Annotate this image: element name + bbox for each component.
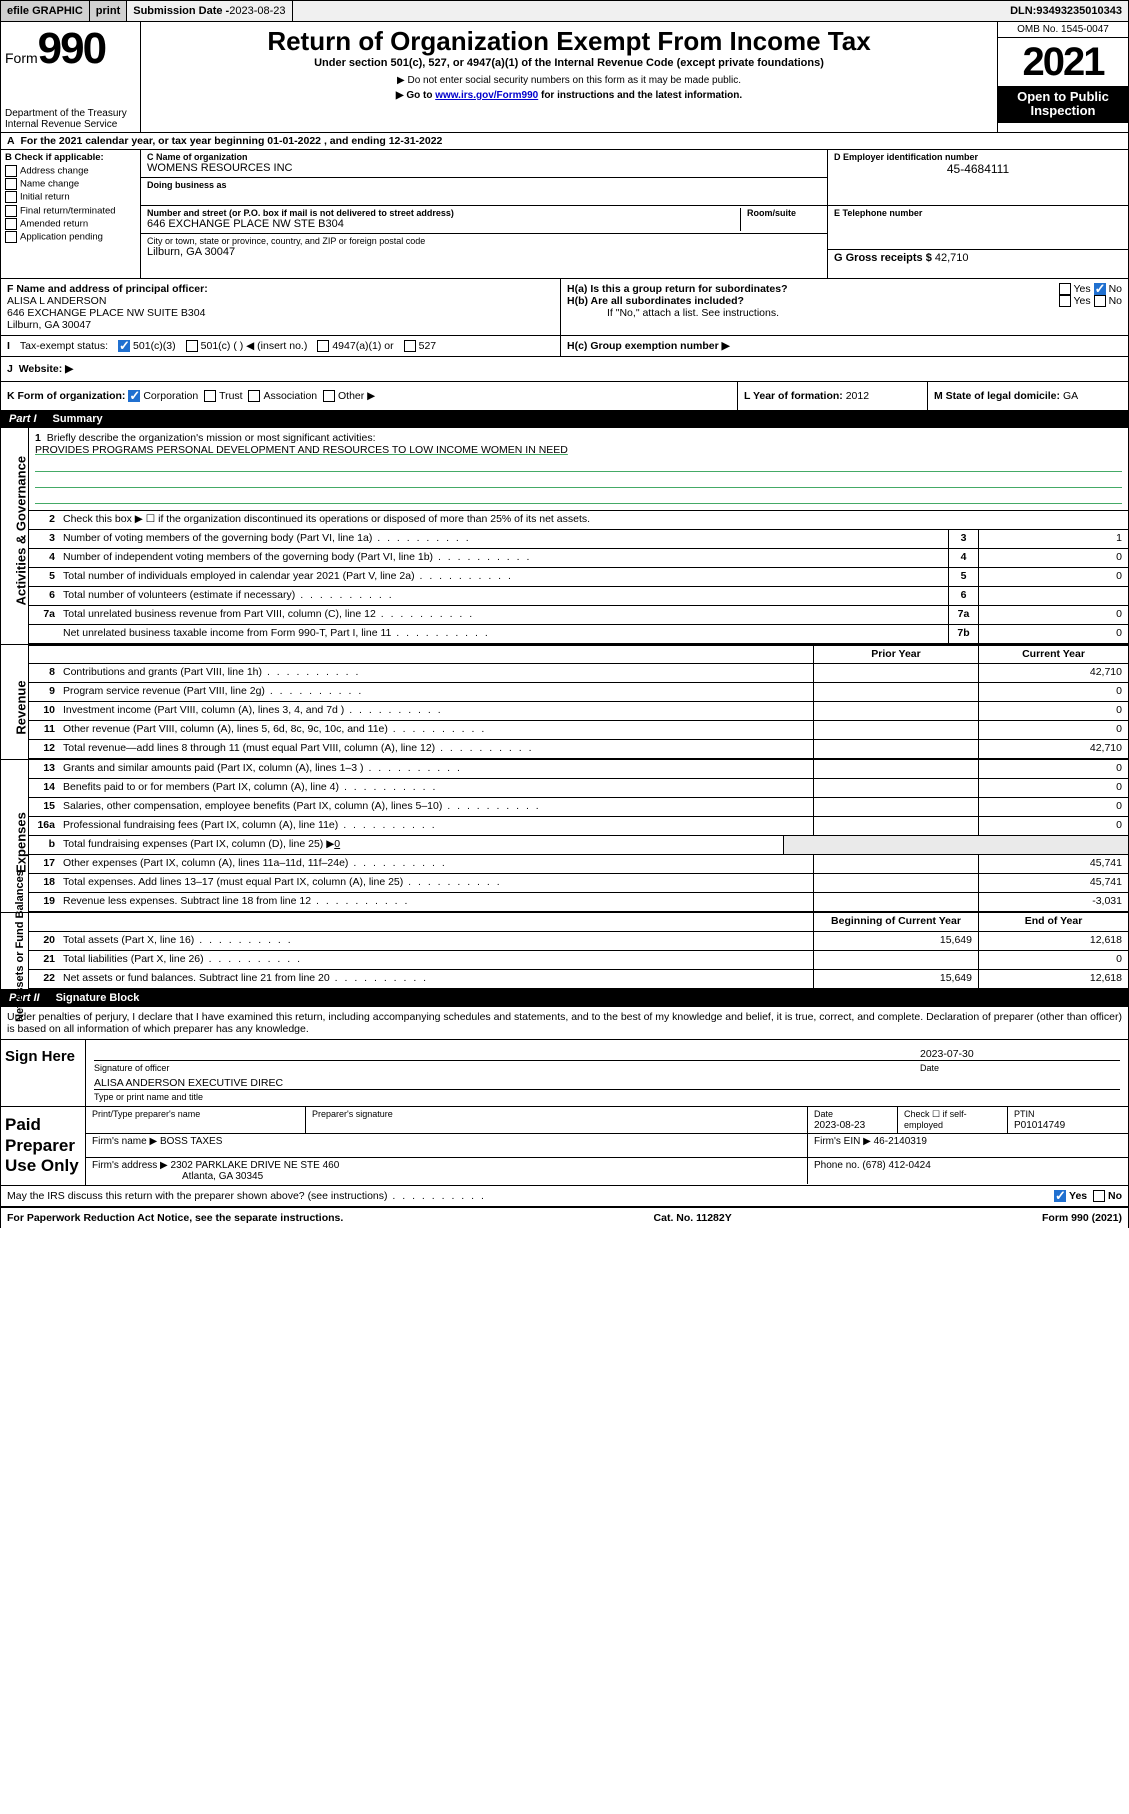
- line-18: 18Total expenses. Add lines 13–17 (must …: [29, 874, 1128, 893]
- chk-name-change[interactable]: [5, 178, 17, 190]
- line-6: 6Total number of volunteers (estimate if…: [29, 587, 1128, 606]
- perjury-declaration: Under penalties of perjury, I declare th…: [1, 1007, 1128, 1040]
- col-b-checkboxes: B Check if applicable: Address change Na…: [1, 150, 141, 278]
- officer-name: ALISA L ANDERSON: [7, 295, 106, 307]
- state-domicile: GA: [1063, 390, 1078, 402]
- chk-application-pending[interactable]: [5, 231, 17, 243]
- line-16a: 16aProfessional fundraising fees (Part I…: [29, 817, 1128, 836]
- chk-4947[interactable]: [317, 340, 329, 352]
- hb-yes[interactable]: [1059, 295, 1071, 307]
- form-number: Form990: [5, 24, 136, 74]
- col-de: D Employer identification number 45-4684…: [828, 150, 1128, 278]
- top-toolbar: efile GRAPHIC print Submission Date - 20…: [0, 0, 1129, 22]
- line-3: 3Number of voting members of the governi…: [29, 530, 1128, 549]
- print-button[interactable]: print: [90, 1, 127, 21]
- submission-date: Submission Date - 2023-08-23: [127, 1, 292, 21]
- line-17: 17Other expenses (Part IX, column (A), l…: [29, 855, 1128, 874]
- return-title: Return of Organization Exempt From Incom…: [149, 26, 989, 57]
- ha-yes[interactable]: [1059, 283, 1071, 295]
- chk-other[interactable]: [323, 390, 335, 402]
- irs-link[interactable]: www.irs.gov/Form990: [435, 90, 538, 101]
- chk-address-change[interactable]: [5, 165, 17, 177]
- chk-initial-return[interactable]: [5, 191, 17, 203]
- line-14: 14Benefits paid to or for members (Part …: [29, 779, 1128, 798]
- section-revenue: Revenue Prior Year Current Year 8Contrib…: [1, 645, 1128, 760]
- page-footer: For Paperwork Reduction Act Notice, see …: [1, 1207, 1128, 1228]
- line-10: 10Investment income (Part VIII, column (…: [29, 702, 1128, 721]
- org-street: 646 EXCHANGE PLACE NW STE B304: [147, 218, 734, 230]
- section-governance: Activities & Governance 1 Briefly descri…: [1, 428, 1128, 645]
- officer-printed-name: ALISA ANDERSON EXECUTIVE DIREC: [94, 1077, 1120, 1089]
- ein: 45-4684111: [834, 162, 1122, 176]
- line-9: 9Program service revenue (Part VIII, lin…: [29, 683, 1128, 702]
- line-7a: 7aTotal unrelated business revenue from …: [29, 606, 1128, 625]
- hb-no[interactable]: [1094, 295, 1106, 307]
- line-21: 21Total liabilities (Part X, line 26) 0: [29, 951, 1128, 970]
- sign-here-row: Sign Here 2023-07-30 Signature of office…: [1, 1040, 1128, 1107]
- irs-label: Internal Revenue Service: [5, 119, 136, 130]
- discuss-yes[interactable]: [1054, 1190, 1066, 1202]
- line-8: 8Contributions and grants (Part VIII, li…: [29, 664, 1128, 683]
- chk-trust[interactable]: [204, 390, 216, 402]
- col-c-org-info: C Name of organization WOMENS RESOURCES …: [141, 150, 828, 278]
- line-12: 12Total revenue—add lines 8 through 11 (…: [29, 740, 1128, 759]
- year-formation: 2012: [846, 390, 869, 402]
- line-22: 22Net assets or fund balances. Subtract …: [29, 970, 1128, 989]
- chk-corp[interactable]: [128, 390, 140, 402]
- firm-ein: 46-2140319: [874, 1136, 927, 1147]
- omb-number: OMB No. 1545-0047: [998, 22, 1128, 38]
- header-sub2: ▶ Do not enter social security numbers o…: [149, 75, 989, 86]
- ptin: P01014749: [1014, 1120, 1065, 1131]
- efile-button[interactable]: efile GRAPHIC: [1, 1, 90, 21]
- sig-date: 2023-07-30: [920, 1048, 1120, 1060]
- form-header: Form990 Department of the Treasury Inter…: [1, 22, 1128, 133]
- line-7b: Net unrelated business taxable income fr…: [29, 625, 1128, 644]
- section-expenses: Expenses 13Grants and similar amounts pa…: [1, 760, 1128, 913]
- chk-501c[interactable]: [186, 340, 198, 352]
- gross-receipts: 42,710: [935, 252, 969, 264]
- form-of-org: K Form of organization: Corporation Trus…: [1, 382, 738, 410]
- firm-name: BOSS TAXES: [160, 1136, 222, 1147]
- mission-text: PROVIDES PROGRAMS PERSONAL DEVELOPMENT A…: [35, 444, 1122, 456]
- f-h-row: F Name and address of principal officer:…: [1, 279, 1128, 336]
- open-public-badge: Open to PublicInspection: [998, 86, 1128, 123]
- entity-block: B Check if applicable: Address change Na…: [1, 150, 1128, 279]
- dln: DLN: 93493235010343: [1004, 1, 1128, 21]
- ha-no[interactable]: [1094, 283, 1106, 295]
- header-sub3: ▶ Go to www.irs.gov/Form990 for instruct…: [149, 90, 989, 101]
- org-name: WOMENS RESOURCES INC: [147, 162, 821, 174]
- line-11: 11Other revenue (Part VIII, column (A), …: [29, 721, 1128, 740]
- section-net-assets: Net Assets or Fund Balances Beginning of…: [1, 913, 1128, 990]
- chk-527[interactable]: [404, 340, 416, 352]
- line-20: 20Total assets (Part X, line 16) 15,6491…: [29, 932, 1128, 951]
- line-15: 15Salaries, other compensation, employee…: [29, 798, 1128, 817]
- line-5: 5Total number of individuals employed in…: [29, 568, 1128, 587]
- line-4: 4Number of independent voting members of…: [29, 549, 1128, 568]
- line-19: 19Revenue less expenses. Subtract line 1…: [29, 893, 1128, 912]
- chk-final-return[interactable]: [5, 205, 17, 217]
- line-13: 13Grants and similar amounts paid (Part …: [29, 760, 1128, 779]
- tax-year: 2021: [998, 38, 1128, 86]
- part1-header: Part I Summary: [1, 411, 1128, 428]
- tax-year-row: A For the 2021 calendar year, or tax yea…: [1, 133, 1128, 150]
- org-city: Lilburn, GA 30047: [147, 246, 821, 258]
- discuss-no[interactable]: [1093, 1190, 1105, 1202]
- paid-preparer-row: Paid Preparer Use Only Print/Type prepar…: [1, 1107, 1128, 1185]
- chk-assoc[interactable]: [248, 390, 260, 402]
- chk-amended-return[interactable]: [5, 218, 17, 230]
- dept-treasury: Department of the Treasury: [5, 108, 136, 119]
- header-sub1: Under section 501(c), 527, or 4947(a)(1)…: [149, 57, 989, 69]
- chk-501c3[interactable]: [118, 340, 130, 352]
- firm-phone: (678) 412-0424: [862, 1160, 930, 1171]
- part2-header: Part II Signature Block: [1, 990, 1128, 1007]
